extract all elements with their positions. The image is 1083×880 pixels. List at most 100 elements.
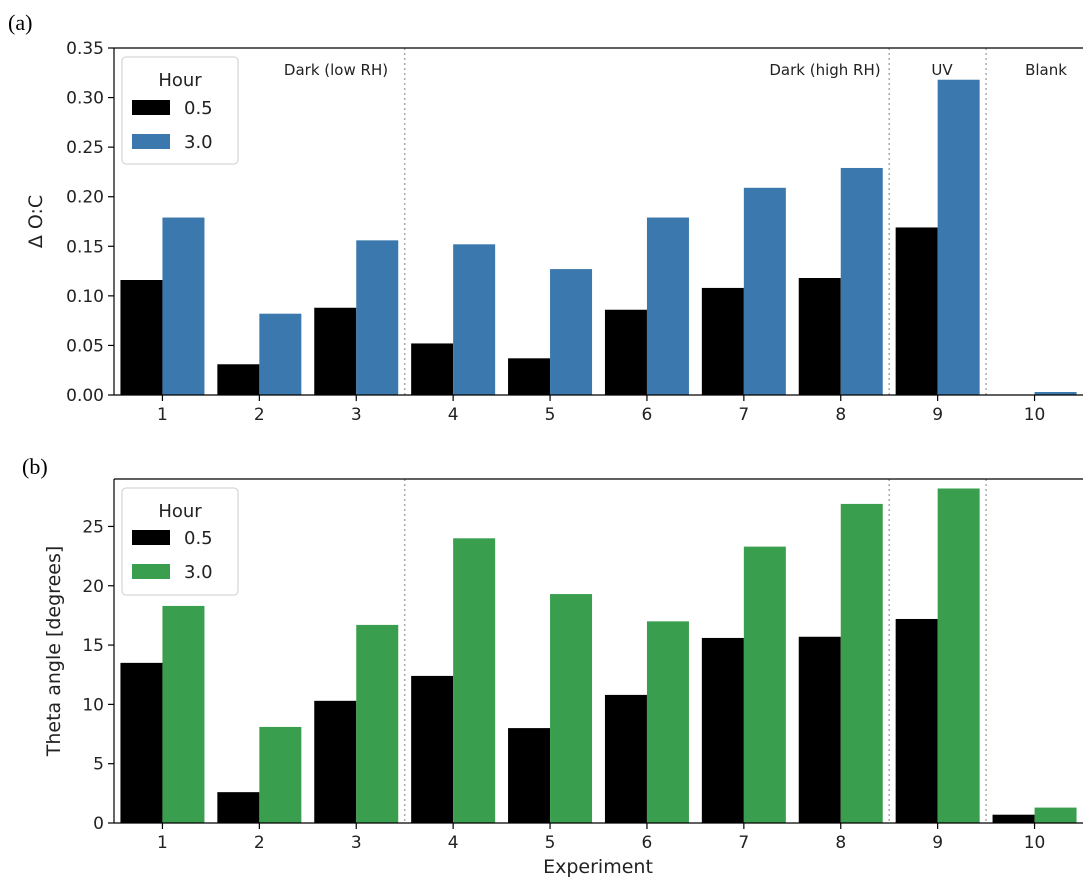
bar-series-0-5-exp-7 — [701, 287, 744, 395]
x-tick-label: 3 — [351, 833, 362, 853]
bar-series-0-5-exp-4 — [411, 343, 454, 395]
y-tick-label: 10 — [82, 695, 104, 715]
bar-series-0-5-exp-7 — [701, 637, 744, 823]
bar-series-3-0-exp-1 — [162, 217, 205, 395]
x-tick-label: 8 — [835, 833, 846, 853]
x-tick-label: 4 — [448, 405, 459, 425]
legend-label-0-5: 0.5 — [184, 98, 213, 119]
region-label-uv: UV — [931, 61, 953, 79]
panel-a-y-axis-title: Δ O:C — [25, 195, 47, 248]
bar-series-3-0-exp-6 — [646, 621, 689, 823]
x-tick-label: 8 — [835, 405, 846, 425]
y-tick-label: 0.25 — [66, 138, 104, 158]
bar-series-0-5-exp-5 — [508, 358, 551, 395]
y-tick-label: 25 — [82, 517, 104, 537]
panel-b-bars — [120, 488, 1077, 823]
legend-title: Hour — [158, 70, 202, 91]
bar-series-3-0-exp-2 — [259, 313, 302, 395]
y-tick-label: 0.30 — [66, 89, 104, 109]
bar-series-0-5-exp-3 — [314, 700, 357, 823]
x-tick-label: 6 — [642, 405, 653, 425]
x-tick-label: 2 — [254, 405, 265, 425]
bar-series-3-0-exp-9 — [937, 488, 980, 823]
bar-series-0-5-exp-5 — [508, 728, 551, 823]
bar-series-3-0-exp-7 — [743, 546, 786, 823]
panel-b: (b) 0 5 10 15 20 25 1 2 3 4 5 6 7 8 9 10 Theta angle [d… — [22, 454, 1083, 878]
y-tick-label: 0.00 — [66, 386, 104, 406]
bar-series-3-0-exp-3 — [356, 240, 399, 395]
panel-b-axes — [108, 478, 1083, 829]
bar-series-0-5-exp-1 — [120, 279, 163, 395]
panel-a-label: (a) — [8, 10, 32, 35]
legend-title: Hour — [158, 501, 202, 522]
bar-series-3-0-exp-9 — [937, 79, 980, 396]
y-tick-label: 0.35 — [66, 39, 104, 59]
bar-series-3-0-exp-2 — [259, 726, 302, 823]
bar-series-3-0-exp-7 — [743, 187, 786, 395]
bar-series-0-5-exp-2 — [217, 364, 260, 395]
y-tick-label: 15 — [82, 636, 104, 656]
y-tick-label: 0.15 — [66, 237, 104, 257]
panel-b-y-axis-title: Theta angle [degrees] — [43, 546, 65, 758]
panel-a-bars — [120, 79, 1077, 396]
legend-label-0-5: 0.5 — [184, 528, 213, 549]
x-tick-label: 10 — [1024, 405, 1046, 425]
panel-a-axes — [108, 47, 1083, 401]
bar-series-3-0-exp-10 — [1034, 807, 1077, 823]
legend-swatch-0-5 — [132, 100, 170, 115]
legend-label-3-0: 3.0 — [184, 132, 213, 153]
panel-b-label: (b) — [22, 454, 48, 479]
x-tick-label: 4 — [448, 833, 459, 853]
y-tick-label: 0.10 — [66, 287, 104, 307]
panel-a: (a) 0.00 0.05 0.10 0.15 0.20 0.25 0.30 0.35 1 2 3 4… — [8, 10, 1083, 425]
legend-label-3-0: 3.0 — [184, 562, 213, 583]
y-tick-label: 0 — [93, 814, 104, 834]
x-tick-label: 9 — [932, 405, 943, 425]
panel-b-legend: Hour 0.5 3.0 — [121, 487, 239, 596]
panel-b-tick-labels: 0 5 10 15 20 25 1 2 3 4 5 6 7 8 9 10 — [82, 517, 1045, 853]
legend-swatch-3-0 — [132, 564, 170, 579]
region-label-dark-low-rh: Dark (low RH) — [284, 61, 388, 79]
x-tick-label: 1 — [157, 833, 168, 853]
bar-series-0-5-exp-6 — [604, 309, 647, 395]
panel-a-legend: Hour 0.5 3.0 — [121, 56, 239, 165]
bar-series-0-5-exp-8 — [798, 278, 841, 395]
bar-series-0-5-exp-6 — [604, 694, 647, 823]
region-label-blank: Blank — [1025, 61, 1067, 79]
panel-a-region-labels: Dark (low RH) Dark (high RH) UV Blank — [284, 61, 1067, 79]
x-tick-label: 9 — [932, 833, 943, 853]
x-tick-label: 7 — [738, 833, 749, 853]
legend-swatch-0-5 — [132, 530, 170, 545]
bar-series-3-0-exp-6 — [646, 217, 689, 395]
bar-series-3-0-exp-10 — [1034, 392, 1077, 395]
bar-series-0-5-exp-3 — [314, 307, 357, 395]
y-tick-label: 5 — [93, 755, 104, 775]
x-tick-label: 1 — [157, 405, 168, 425]
bar-series-0-5-exp-10 — [992, 814, 1035, 823]
bar-series-3-0-exp-4 — [453, 538, 496, 823]
bar-series-3-0-exp-1 — [162, 605, 205, 823]
bar-series-3-0-exp-5 — [550, 594, 593, 823]
x-tick-label: 10 — [1024, 833, 1046, 853]
bar-series-3-0-exp-3 — [356, 624, 399, 823]
bar-series-0-5-exp-2 — [217, 792, 260, 823]
x-tick-label: 5 — [545, 405, 556, 425]
bar-series-3-0-exp-8 — [840, 167, 883, 395]
panel-a-tick-labels: 0.00 0.05 0.10 0.15 0.20 0.25 0.30 0.35 1 2 3 4 5 6 7 8… — [66, 39, 1045, 425]
x-tick-label: 6 — [642, 833, 653, 853]
region-label-dark-high-rh: Dark (high RH) — [769, 61, 880, 79]
x-tick-label: 5 — [545, 833, 556, 853]
y-tick-label: 0.20 — [66, 188, 104, 208]
bar-series-0-5-exp-9 — [895, 227, 938, 395]
panel-b-x-axis-title: Experiment — [543, 856, 653, 878]
bar-series-0-5-exp-1 — [120, 662, 163, 823]
x-tick-label: 7 — [738, 405, 749, 425]
x-tick-label: 2 — [254, 833, 265, 853]
legend-swatch-3-0 — [132, 134, 170, 149]
x-tick-label: 3 — [351, 405, 362, 425]
bar-series-0-5-exp-8 — [798, 636, 841, 823]
bar-series-0-5-exp-9 — [895, 618, 938, 823]
bar-series-3-0-exp-8 — [840, 503, 883, 823]
bar-series-3-0-exp-4 — [453, 244, 496, 395]
